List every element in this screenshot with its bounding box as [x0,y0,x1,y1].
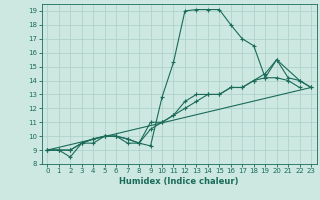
X-axis label: Humidex (Indice chaleur): Humidex (Indice chaleur) [119,177,239,186]
